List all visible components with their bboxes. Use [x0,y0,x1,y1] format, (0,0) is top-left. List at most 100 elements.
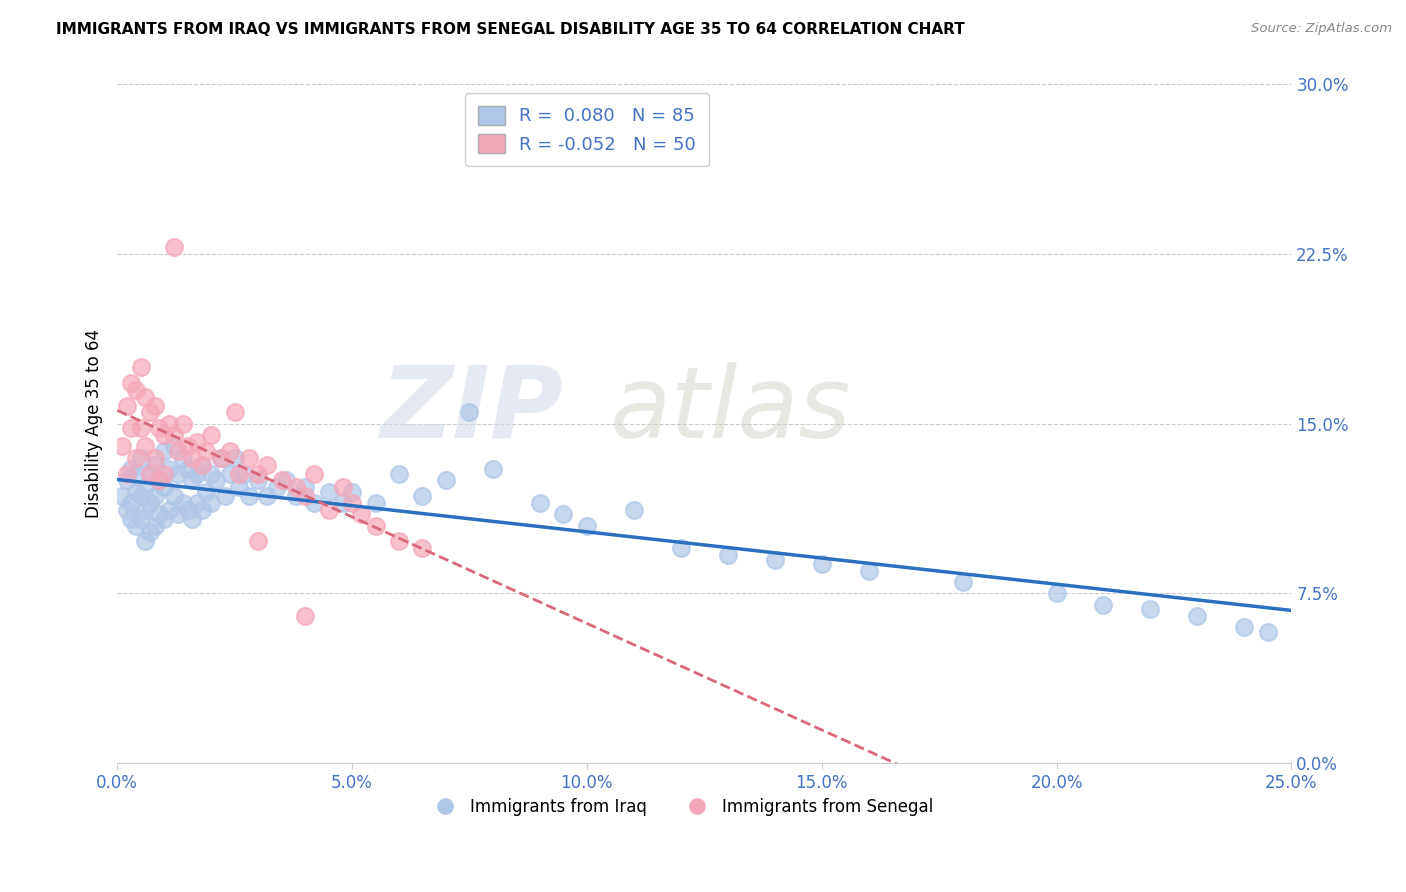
Point [1257,624,1279,639]
Point [129,489,152,503]
Point [318,502,340,516]
Point [270,474,292,488]
Point [115,474,138,488]
Point [186,467,208,481]
Point [364,496,387,510]
Point [209,450,232,465]
Point [176,439,198,453]
Point [120,496,142,510]
Point [181,474,204,488]
Point [247,534,270,549]
Point [190,502,212,516]
Point [134,390,156,404]
Point [125,467,148,481]
Text: Source: ZipAtlas.com: Source: ZipAtlas.com [1251,22,1392,36]
Point [157,502,180,516]
Point [162,489,184,503]
Point [172,496,194,510]
Point [434,474,457,488]
Point [153,480,176,494]
Point [139,467,162,481]
Point [858,564,880,578]
Point [153,467,176,481]
Point [125,383,148,397]
Point [411,489,433,503]
Point [228,480,250,494]
Point [332,496,354,510]
Point [172,417,194,431]
Point [148,508,170,522]
Point [181,450,204,465]
Point [350,508,373,522]
Point [190,458,212,472]
Point [129,360,152,375]
Point [125,518,148,533]
Point [139,405,162,419]
Point [529,496,551,510]
Point [200,467,222,481]
Point [176,462,198,476]
Point [1233,620,1256,634]
Point [209,450,232,465]
Point [162,439,184,453]
Point [1045,586,1067,600]
Point [172,450,194,465]
Point [1139,602,1161,616]
Point [204,474,226,488]
Point [148,421,170,435]
Point [120,462,142,476]
Point [190,458,212,472]
Point [247,467,270,481]
Point [167,508,190,522]
Point [134,480,156,494]
Point [162,240,184,254]
Point [224,405,246,419]
Point [143,399,166,413]
Point [340,484,363,499]
Point [195,484,218,499]
Point [717,548,740,562]
Point [115,399,138,413]
Point [143,450,166,465]
Point [148,474,170,488]
Point [157,462,180,476]
Point [458,405,481,419]
Point [157,417,180,431]
Point [200,428,222,442]
Point [364,518,387,533]
Point [332,480,354,494]
Point [1187,609,1209,624]
Point [219,444,242,458]
Text: IMMIGRANTS FROM IRAQ VS IMMIGRANTS FROM SENEGAL DISABILITY AGE 35 TO 64 CORRELAT: IMMIGRANTS FROM IRAQ VS IMMIGRANTS FROM … [56,22,965,37]
Point [200,496,222,510]
Point [129,512,152,526]
Point [810,557,832,571]
Point [139,496,162,510]
Text: atlas: atlas [610,362,852,458]
Point [153,428,176,442]
Point [411,541,433,556]
Point [186,434,208,449]
Point [224,450,246,465]
Point [129,421,152,435]
Point [139,467,162,481]
Point [294,489,316,503]
Point [482,462,505,476]
Point [111,489,134,503]
Point [276,474,298,488]
Point [167,467,190,481]
Point [388,534,411,549]
Point [167,444,190,458]
Point [623,502,645,516]
Point [575,518,598,533]
Point [181,512,204,526]
Legend: Immigrants from Iraq, Immigrants from Senegal: Immigrants from Iraq, Immigrants from Se… [422,791,939,822]
Point [148,474,170,488]
Point [388,467,411,481]
Point [219,467,242,481]
Point [238,450,260,465]
Point [256,458,278,472]
Point [125,484,148,499]
Point [294,609,316,624]
Text: ZIP: ZIP [381,362,564,458]
